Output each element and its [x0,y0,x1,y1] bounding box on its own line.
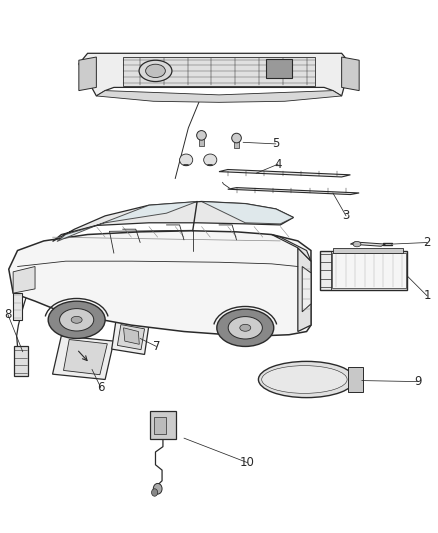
FancyBboxPatch shape [14,346,28,376]
Ellipse shape [48,301,105,338]
Ellipse shape [139,60,172,82]
Text: 10: 10 [240,456,255,469]
Polygon shape [302,266,311,312]
Polygon shape [201,201,293,224]
Polygon shape [123,57,315,86]
Ellipse shape [71,316,82,323]
Text: 3: 3 [343,209,350,222]
Polygon shape [9,231,311,336]
Polygon shape [333,248,403,253]
FancyBboxPatch shape [46,265,55,278]
Text: 7: 7 [152,340,160,353]
Polygon shape [53,201,293,241]
Polygon shape [13,293,22,320]
Polygon shape [332,253,406,288]
Polygon shape [320,251,407,290]
Polygon shape [112,320,149,354]
Polygon shape [124,328,139,344]
FancyBboxPatch shape [234,138,239,148]
Polygon shape [79,57,96,91]
Text: 4: 4 [274,158,282,171]
Polygon shape [64,340,107,375]
Text: 9: 9 [414,375,422,388]
Polygon shape [342,57,359,91]
Text: 5: 5 [272,138,279,150]
Polygon shape [79,53,350,96]
Ellipse shape [145,64,165,78]
Polygon shape [298,248,311,332]
Polygon shape [219,169,350,177]
Polygon shape [117,325,145,350]
FancyBboxPatch shape [348,367,363,392]
Circle shape [152,489,158,496]
Text: 6: 6 [97,381,105,394]
Polygon shape [53,336,114,379]
Ellipse shape [204,154,217,166]
Ellipse shape [261,366,347,393]
FancyBboxPatch shape [154,417,166,434]
Ellipse shape [232,133,241,143]
Text: 2: 2 [423,236,431,249]
Ellipse shape [353,241,361,247]
Polygon shape [13,266,35,293]
FancyBboxPatch shape [266,59,292,78]
Ellipse shape [60,309,94,331]
Ellipse shape [258,361,355,398]
Ellipse shape [228,317,262,339]
Polygon shape [228,188,359,195]
Ellipse shape [217,309,274,346]
Circle shape [153,483,162,494]
Ellipse shape [240,324,251,331]
Text: 8: 8 [4,308,11,321]
Polygon shape [57,201,197,241]
Ellipse shape [197,131,206,140]
FancyBboxPatch shape [150,411,176,439]
Ellipse shape [180,154,193,166]
Polygon shape [272,235,311,261]
Text: 1: 1 [423,289,431,302]
Polygon shape [350,242,385,246]
Polygon shape [96,91,342,102]
FancyBboxPatch shape [199,135,204,146]
